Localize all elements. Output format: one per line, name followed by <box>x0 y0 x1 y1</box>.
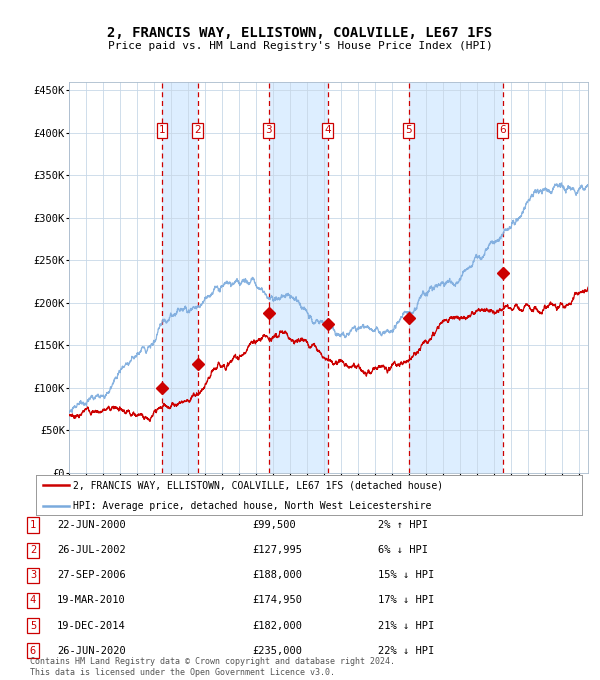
Text: £127,995: £127,995 <box>252 545 302 555</box>
Text: 6: 6 <box>30 646 36 656</box>
Text: 2, FRANCIS WAY, ELLISTOWN, COALVILLE, LE67 1FS: 2, FRANCIS WAY, ELLISTOWN, COALVILLE, LE… <box>107 26 493 40</box>
Bar <box>269 82 328 473</box>
Text: 5: 5 <box>30 621 36 630</box>
Text: 2: 2 <box>194 126 201 135</box>
Bar <box>162 82 197 473</box>
Text: 26-JUN-2020: 26-JUN-2020 <box>57 646 126 656</box>
Text: £188,000: £188,000 <box>252 571 302 580</box>
Text: 1: 1 <box>159 126 166 135</box>
Text: 19-DEC-2014: 19-DEC-2014 <box>57 621 126 630</box>
Bar <box>409 82 503 473</box>
Text: 21% ↓ HPI: 21% ↓ HPI <box>378 621 434 630</box>
Text: 4: 4 <box>325 126 331 135</box>
Text: 3: 3 <box>265 126 272 135</box>
Text: Price paid vs. HM Land Registry's House Price Index (HPI): Price paid vs. HM Land Registry's House … <box>107 41 493 51</box>
Text: 19-MAR-2010: 19-MAR-2010 <box>57 596 126 605</box>
Text: 1: 1 <box>30 520 36 530</box>
Text: 2% ↑ HPI: 2% ↑ HPI <box>378 520 428 530</box>
Text: 15% ↓ HPI: 15% ↓ HPI <box>378 571 434 580</box>
Text: 5: 5 <box>406 126 412 135</box>
Text: 2: 2 <box>30 545 36 555</box>
Text: 3: 3 <box>30 571 36 580</box>
Text: Contains HM Land Registry data © Crown copyright and database right 2024.
This d: Contains HM Land Registry data © Crown c… <box>30 657 395 677</box>
Text: 22% ↓ HPI: 22% ↓ HPI <box>378 646 434 656</box>
Text: HPI: Average price, detached house, North West Leicestershire: HPI: Average price, detached house, Nort… <box>73 501 431 511</box>
Text: £99,500: £99,500 <box>252 520 296 530</box>
Text: 26-JUL-2002: 26-JUL-2002 <box>57 545 126 555</box>
Text: 4: 4 <box>30 596 36 605</box>
Text: £174,950: £174,950 <box>252 596 302 605</box>
Text: 17% ↓ HPI: 17% ↓ HPI <box>378 596 434 605</box>
Text: £235,000: £235,000 <box>252 646 302 656</box>
Text: 22-JUN-2000: 22-JUN-2000 <box>57 520 126 530</box>
Text: 2, FRANCIS WAY, ELLISTOWN, COALVILLE, LE67 1FS (detached house): 2, FRANCIS WAY, ELLISTOWN, COALVILLE, LE… <box>73 480 443 490</box>
Text: 6: 6 <box>499 126 506 135</box>
Text: 27-SEP-2006: 27-SEP-2006 <box>57 571 126 580</box>
Text: £182,000: £182,000 <box>252 621 302 630</box>
Text: 6% ↓ HPI: 6% ↓ HPI <box>378 545 428 555</box>
